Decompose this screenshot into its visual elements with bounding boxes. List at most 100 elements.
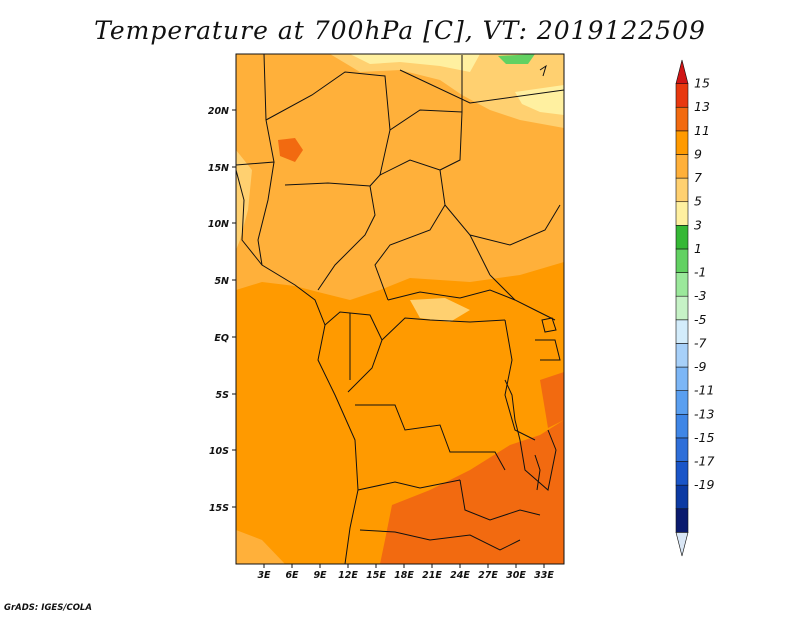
field-band-5-central-patch: [410, 298, 470, 322]
border-segment: [381, 317, 506, 341]
colorbar-label: -9: [694, 359, 707, 374]
lon-label: 24E: [450, 570, 470, 581]
colorbar-label: 15: [694, 76, 710, 91]
border-segment: [236, 54, 275, 166]
field-band-3-northeast: [515, 85, 564, 115]
colorbar-segment: [675, 106, 689, 132]
border-segment: [357, 479, 461, 491]
lon-label: 9E: [313, 570, 327, 581]
colorbar-label: 7: [694, 170, 702, 185]
lon-label: 18E: [394, 570, 414, 581]
colorbar-segment: [675, 201, 689, 226]
grads-credit: GrADS: IGES/COLA: [4, 603, 92, 613]
lat-label: 5S: [216, 390, 230, 401]
border-segment: [379, 159, 491, 276]
lon-label: 3E: [257, 570, 271, 581]
lon-label: 6E: [285, 570, 299, 581]
colorbar-label: -19: [694, 477, 714, 492]
lake-outline: [541, 317, 557, 333]
border-segment: [399, 69, 564, 104]
colorbar-label: -3: [694, 288, 707, 303]
field-band-3-north: [350, 54, 480, 72]
lat-axis: 20N 15N 10N 5N EQ 5S 10S 15S: [208, 106, 236, 514]
colorbar-segment: [675, 390, 689, 415]
colorbar-segment: [675, 484, 689, 510]
colorbar-segment: [675, 248, 689, 273]
border-segment: [374, 204, 446, 301]
border-segment: [504, 319, 536, 441]
field-band-1-northeast: [498, 54, 535, 64]
colorbar-label: 9: [694, 146, 702, 161]
border-segment: [459, 479, 541, 521]
temperature-field: [236, 54, 564, 564]
lake-outline: [504, 379, 521, 441]
lon-label: 21E: [422, 570, 442, 581]
border-segment: [489, 274, 556, 321]
colorbar-label: -5: [694, 312, 707, 327]
border-segment: [535, 339, 561, 361]
lon-axis: 3E 6E 9E 12E 15E 18E 21E 24E 27E 30E 33E: [257, 564, 554, 581]
colorbar-label: 5: [694, 194, 702, 209]
colorbar-segment: [675, 343, 689, 368]
border-segment: [324, 311, 383, 393]
lon-label: 27E: [478, 570, 498, 581]
colorbar-segment: [675, 154, 689, 179]
lat-label: 15S: [209, 503, 229, 514]
field-band-11-east: [540, 372, 564, 428]
colorbar: 15 13 11 9 7 5 3 1 -1 -3 -5 -7 -9 -11 -13 -15 -17 -19: [675, 59, 714, 557]
colorbar-segment: [675, 83, 689, 108]
border-segment: [389, 55, 463, 131]
lat-label: 5N: [214, 276, 229, 287]
colorbar-label: -15: [694, 430, 714, 445]
colorbar-label: 11: [694, 123, 710, 138]
colorbar-segment: [675, 272, 689, 297]
colorbar-label: -1: [694, 265, 706, 280]
lat-label: 10S: [209, 446, 229, 457]
border-segment: [469, 204, 561, 246]
border-segment: [387, 289, 516, 301]
border-segment: [519, 429, 557, 491]
colorbar-segment: [675, 177, 689, 203]
field-band-5-north: [330, 54, 564, 128]
colorbar-segment: [675, 130, 689, 155]
colorbar-label: 3: [694, 217, 702, 232]
border-segment: [317, 185, 376, 291]
colorbar-label: -7: [694, 335, 707, 350]
lat-label: EQ: [214, 333, 229, 344]
colorbar-segment: [675, 366, 689, 391]
field-band-11-south: [380, 420, 564, 564]
colorbar-segment: [675, 532, 689, 557]
lon-label: 33E: [534, 570, 554, 581]
lat-label: 10N: [208, 219, 229, 230]
lon-label: 12E: [338, 570, 358, 581]
border-segment: [355, 404, 506, 471]
lake-outline: [534, 454, 541, 491]
border-segment: [284, 182, 371, 187]
field-band-7-southwest: [236, 530, 285, 564]
colorbar-segment: [675, 508, 689, 533]
colorbar-label: -13: [694, 406, 714, 421]
colorbar-label: -11: [694, 383, 714, 398]
map-frame: [235, 53, 565, 565]
colorbar-segment: [675, 413, 689, 439]
colorbar-label: 1: [694, 241, 702, 256]
colorbar-label: 13: [694, 99, 710, 114]
colorbar-segment: [675, 225, 689, 250]
lon-label: 15E: [366, 570, 386, 581]
country-borders: [236, 54, 564, 564]
colorbar-segment: [675, 295, 689, 321]
border-segment: [257, 161, 275, 266]
colorbar-segment: [675, 59, 689, 84]
lake-outline: [539, 64, 547, 77]
border-segment: [359, 529, 521, 551]
lat-label: 15N: [208, 163, 229, 174]
colorbar-segment: [675, 437, 689, 462]
field-band-11-north: [278, 138, 303, 162]
chart-title: Temperature at 700hPa [C], VT: 201912250…: [94, 16, 706, 45]
colorbar-segment: [675, 461, 689, 486]
colorbar-segment: [675, 319, 689, 344]
colorbar-label: -17: [694, 454, 714, 469]
border-segment: [439, 111, 463, 171]
lat-label: 20N: [208, 106, 229, 117]
lon-label: 30E: [506, 570, 526, 581]
